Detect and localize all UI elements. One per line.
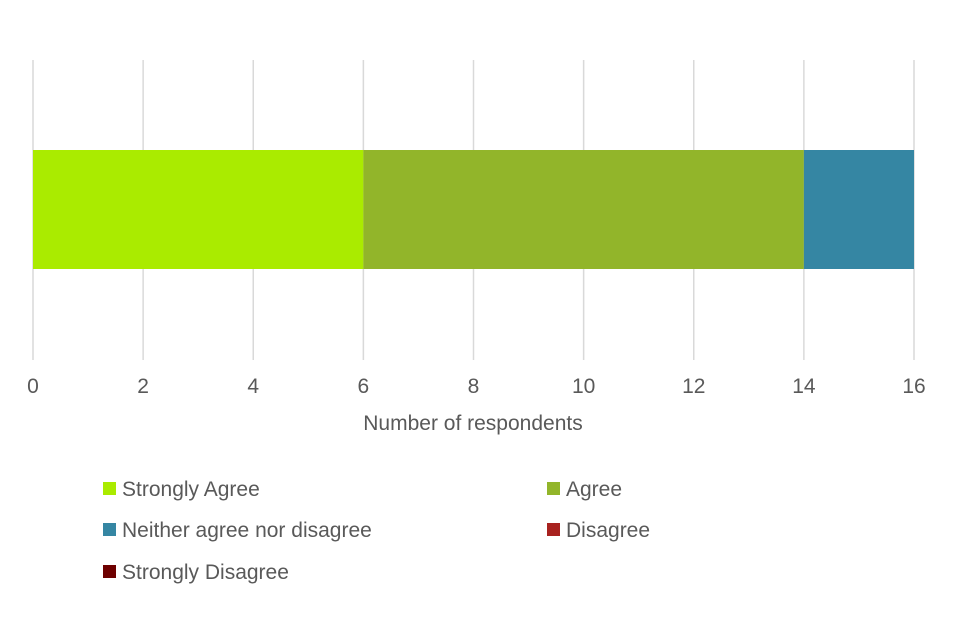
- bar-segments: [33, 150, 914, 269]
- legend-swatch: [103, 482, 116, 495]
- legend-label: Agree: [566, 478, 622, 501]
- x-tick-label: 0: [27, 375, 39, 398]
- x-tick-label: 12: [682, 375, 705, 398]
- legend-item: Disagree: [547, 519, 650, 542]
- bar-segment-strongly-agree: [33, 150, 364, 269]
- legend-item: Strongly Agree: [103, 478, 260, 501]
- legend-swatch: [103, 565, 116, 578]
- x-tick-label: 14: [792, 375, 816, 398]
- legend-swatch: [103, 523, 116, 536]
- legend-label: Neither agree nor disagree: [122, 519, 372, 542]
- x-tick-labels: 0 2 4 6 8 10 12 14 16: [27, 375, 926, 398]
- legend-item: Agree: [547, 478, 622, 501]
- legend: Strongly Agree Agree Neither agree nor dis…: [103, 478, 650, 584]
- x-axis-label: Number of respondents: [363, 412, 582, 435]
- legend-item: Strongly Disagree: [103, 561, 289, 584]
- legend-swatch: [547, 523, 560, 536]
- bar-segment-agree: [363, 150, 804, 269]
- legend-item: Neither agree nor disagree: [103, 519, 372, 542]
- legend-label: Disagree: [566, 519, 650, 542]
- x-tick-label: 6: [358, 375, 370, 398]
- x-tick-label: 4: [247, 375, 259, 398]
- legend-label: Strongly Agree: [122, 478, 260, 501]
- legend-label: Strongly Disagree: [122, 561, 289, 584]
- x-tick-label: 10: [572, 375, 595, 398]
- x-tick-label: 8: [468, 375, 480, 398]
- bar-segment-neither-agree-nor-disagree: [803, 150, 914, 269]
- x-tick-label: 2: [137, 375, 149, 398]
- x-tick-label: 16: [902, 375, 925, 398]
- legend-swatch: [547, 482, 560, 495]
